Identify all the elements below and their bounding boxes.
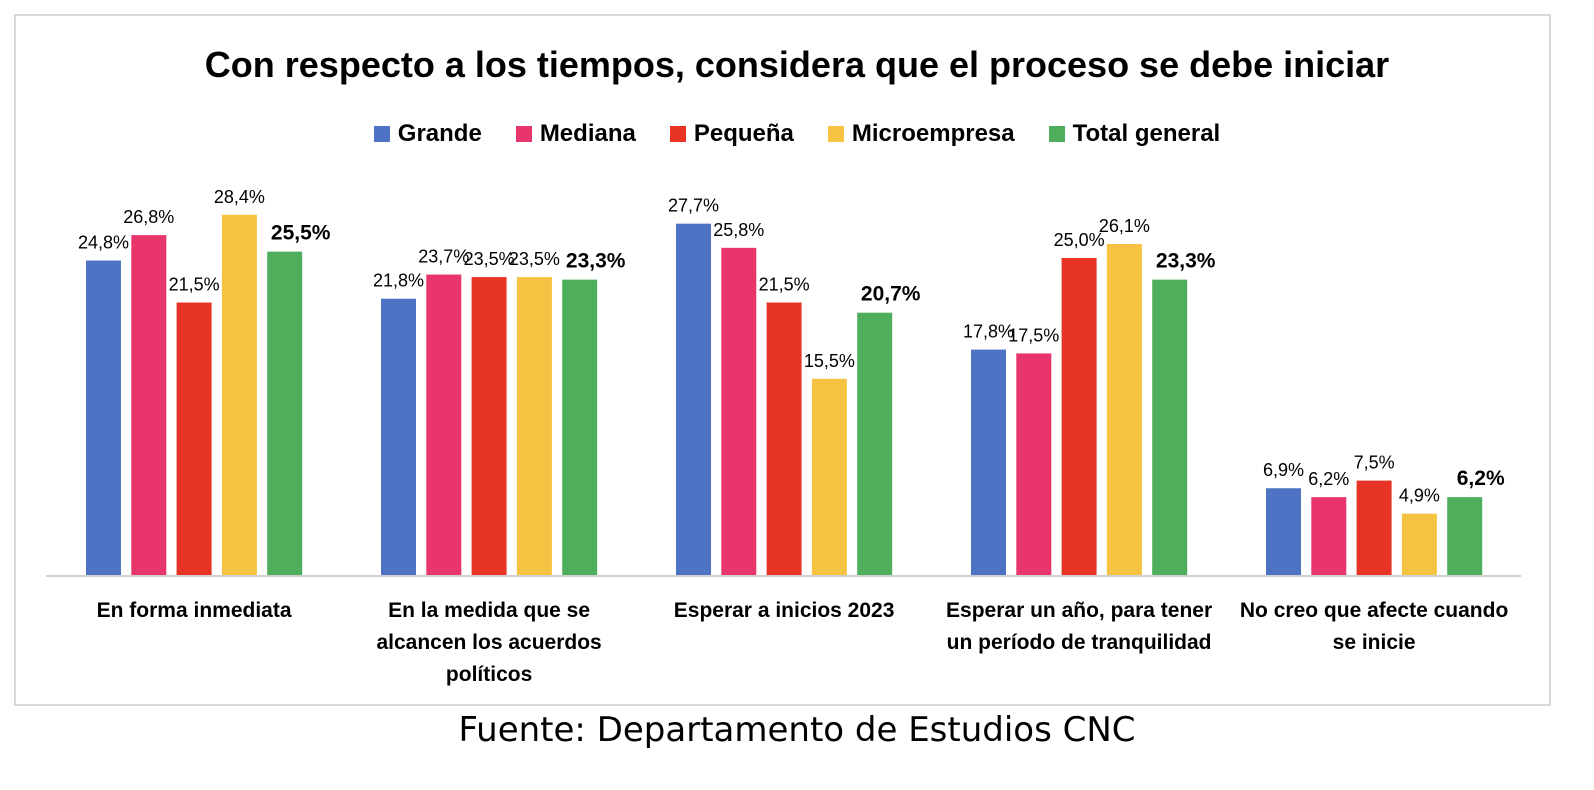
data-label: 6,2%	[1308, 469, 1349, 489]
legend-label: Pequeña	[693, 120, 794, 147]
data-label: 24,8%	[78, 233, 129, 253]
bar	[1447, 497, 1483, 576]
legend-label: Mediana	[539, 120, 636, 147]
data-label: 25,5%	[271, 222, 331, 245]
source-note: Fuente: Departamento de Estudios CNC	[458, 710, 1136, 750]
x-tick-label-line: políticos	[446, 663, 532, 686]
data-label: 4,9%	[1399, 486, 1440, 506]
x-tick-label: En la medida que se alcancen los acuerdos…	[376, 599, 601, 686]
bar	[721, 247, 757, 576]
data-label: 23,7%	[418, 247, 469, 267]
legend-swatch	[827, 126, 844, 142]
bar	[1311, 497, 1347, 576]
data-label: 20,7%	[861, 283, 921, 306]
legend-swatch	[1048, 126, 1065, 142]
data-label: 23,3%	[1156, 250, 1216, 273]
data-label: 17,5%	[1008, 325, 1059, 345]
data-label: 21,5%	[169, 275, 220, 295]
data-label: 25,0%	[1054, 230, 1105, 250]
bar	[516, 277, 552, 576]
data-label: 21,5%	[759, 275, 810, 295]
data-label: 26,8%	[123, 207, 174, 227]
legend-swatch	[669, 126, 686, 142]
data-label: 23,3%	[566, 250, 626, 273]
data-label: 28,4%	[214, 187, 265, 207]
x-tick-label-line: En la medida que se	[388, 599, 590, 622]
bar	[176, 302, 212, 576]
bar	[1356, 480, 1392, 576]
bar	[221, 214, 257, 576]
data-label: 6,9%	[1263, 460, 1304, 480]
bar	[857, 312, 893, 576]
x-tick-label-line: En forma inmediata	[97, 599, 292, 622]
x-tick-label: En forma inmediata	[97, 599, 292, 622]
data-label: 23,5%	[464, 249, 515, 269]
x-tick-label-line: alcancen los acuerdos	[376, 631, 601, 654]
legend-item: Microempresa	[827, 120, 1015, 148]
data-label: 26,1%	[1099, 216, 1150, 236]
bar	[131, 235, 167, 576]
legend-swatch	[515, 126, 532, 142]
bar	[267, 251, 303, 576]
data-label: 23,5%	[509, 249, 560, 269]
legend: Grande Mediana Pequeña Microempresa Total ge…	[0, 120, 1594, 148]
bar	[811, 378, 847, 576]
chart-title: Con respecto a los tiempos, considera qu…	[204, 44, 1390, 85]
legend-item: Pequeña	[669, 120, 794, 148]
x-tick-label-line: un período de tranquilidad	[947, 631, 1212, 654]
bar	[1152, 279, 1188, 576]
legend-label: Microempresa	[851, 120, 1015, 147]
x-tick-label-line: Esperar un año, para tener	[946, 599, 1212, 622]
bar	[471, 277, 507, 576]
data-label: 6,2%	[1457, 467, 1505, 490]
x-tick-label: No creo que afecte cuando se inicie	[1240, 599, 1508, 654]
bar	[1401, 513, 1437, 576]
legend-label: Total general	[1072, 120, 1221, 147]
data-label: 25,8%	[713, 220, 764, 240]
bar	[971, 349, 1006, 576]
bar	[1106, 244, 1142, 576]
bar	[86, 260, 121, 576]
data-label: 27,7%	[668, 196, 719, 216]
legend-item: Total general	[1048, 120, 1221, 148]
bar	[676, 223, 711, 576]
bar	[381, 298, 416, 576]
x-tick-label: Esperar un año, para tener un período de …	[946, 599, 1212, 654]
x-tick-label-line: Esperar a inicios 2023	[674, 599, 895, 622]
bar	[1016, 353, 1052, 576]
x-tick-label-line: se inicie	[1333, 631, 1416, 654]
legend-swatch	[373, 126, 390, 142]
bar	[562, 279, 598, 576]
legend-item: Mediana	[515, 120, 636, 148]
data-label: 17,8%	[963, 322, 1014, 342]
bar	[766, 302, 802, 576]
bar	[1266, 488, 1301, 576]
bar	[426, 274, 462, 576]
data-label: 15,5%	[804, 351, 855, 371]
bar	[1061, 258, 1097, 576]
legend-item: Grande	[373, 120, 482, 148]
data-label: 7,5%	[1354, 453, 1395, 473]
data-label: 21,8%	[373, 271, 424, 291]
x-tick-label: Esperar a inicios 2023	[674, 599, 895, 622]
x-tick-label-line: No creo que afecte cuando	[1240, 599, 1508, 622]
legend-label: Grande	[397, 120, 482, 147]
